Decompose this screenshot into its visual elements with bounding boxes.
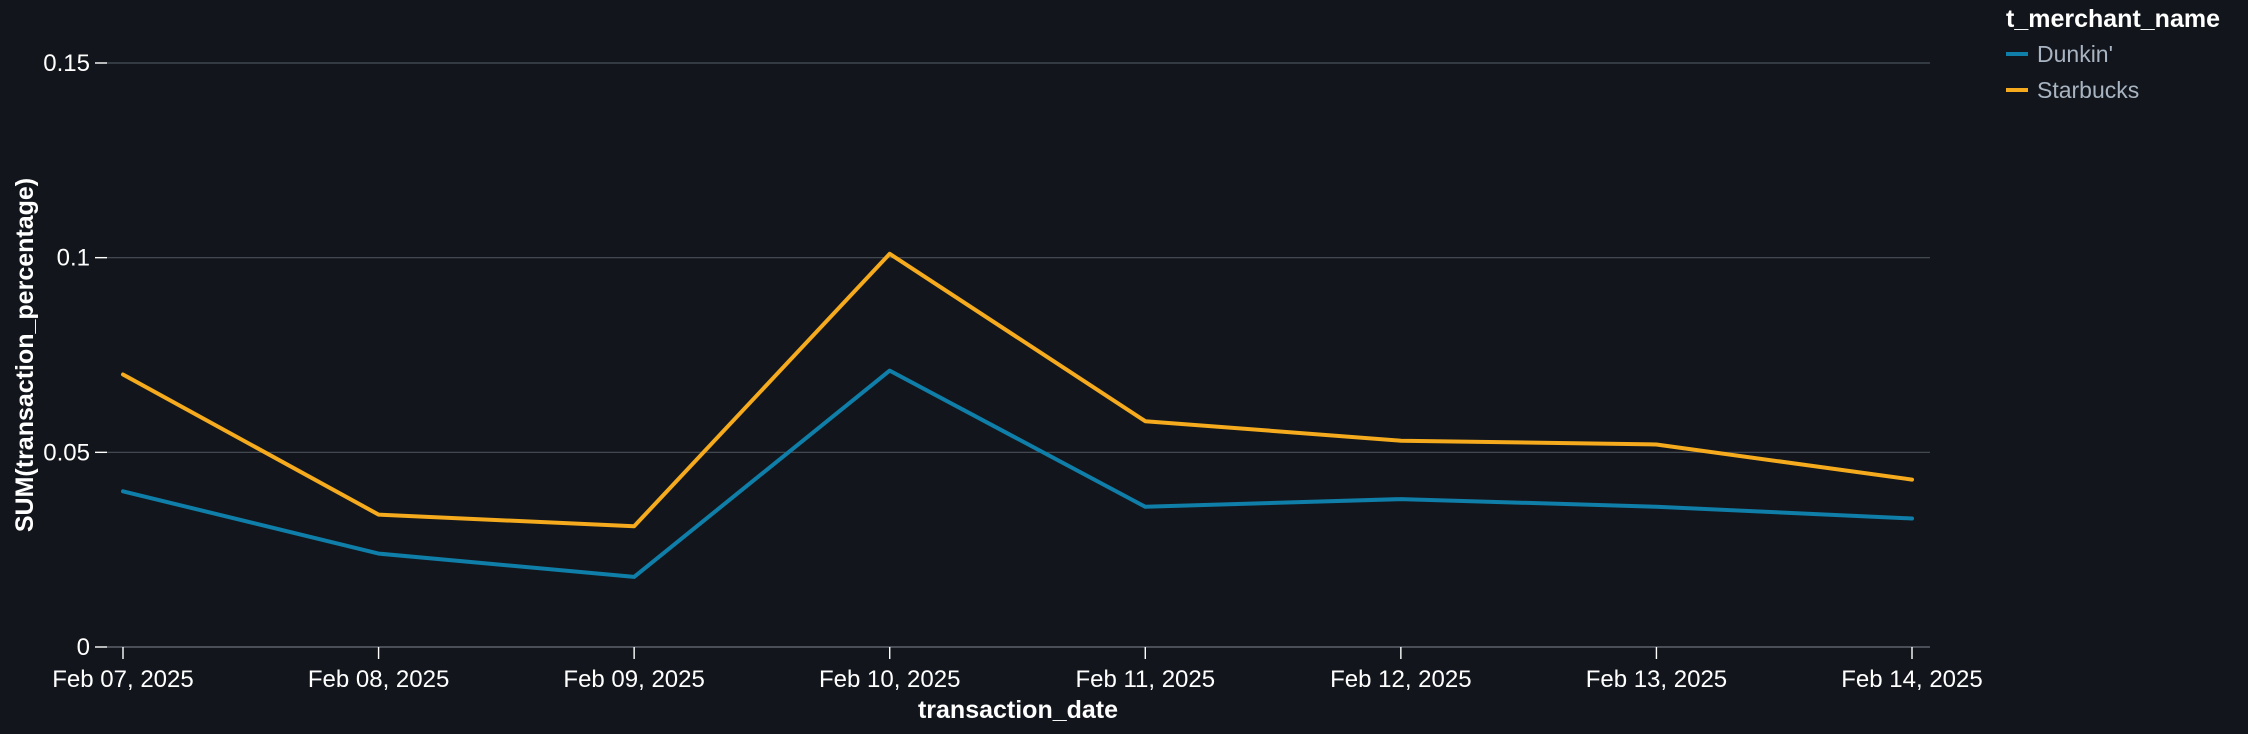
x-tick-label: Feb 13, 2025 [1586, 666, 1727, 693]
legend-item-dunkin[interactable]: Dunkin' [2006, 41, 2113, 67]
y-tick-label: 0 [77, 634, 90, 661]
y-tick-label: 0.15 [43, 50, 90, 77]
y-tick-label: 0.05 [43, 439, 90, 466]
x-tick-label: Feb 11, 2025 [1075, 666, 1215, 693]
series-line-dunkin [121, 368, 1914, 579]
y-axis-title: SUM(transaction_percentage) [11, 178, 39, 532]
x-tick-label: Feb 08, 2025 [308, 666, 449, 693]
series-line-starbucks [121, 251, 1914, 529]
x-tick-label: Feb 12, 2025 [1330, 666, 1471, 693]
x-tick-label: Feb 14, 2025 [1841, 666, 1982, 693]
legend-label: Starbucks [2037, 77, 2139, 103]
legend-label: Dunkin' [2037, 41, 2113, 67]
series-lines [121, 251, 1914, 579]
legend: t_merchant_name Dunkin' Starbucks [2006, 5, 2220, 103]
legend-items: Dunkin' Starbucks [2006, 41, 2139, 103]
axes: 0 0.05 0.1 0.15 Feb 07, 2025 Feb 08, 2025 Feb … [43, 50, 1982, 693]
gridlines [107, 62, 1930, 453]
x-tick-label: Feb 10, 2025 [819, 666, 960, 693]
legend-item-starbucks[interactable]: Starbucks [2006, 77, 2139, 103]
legend-title: t_merchant_name [2006, 5, 2220, 33]
x-tick-label: Feb 07, 2025 [52, 666, 193, 693]
x-tick-label: Feb 09, 2025 [563, 666, 704, 693]
x-axis-title: transaction_date [918, 696, 1118, 724]
y-tick-label: 0.1 [57, 245, 90, 272]
